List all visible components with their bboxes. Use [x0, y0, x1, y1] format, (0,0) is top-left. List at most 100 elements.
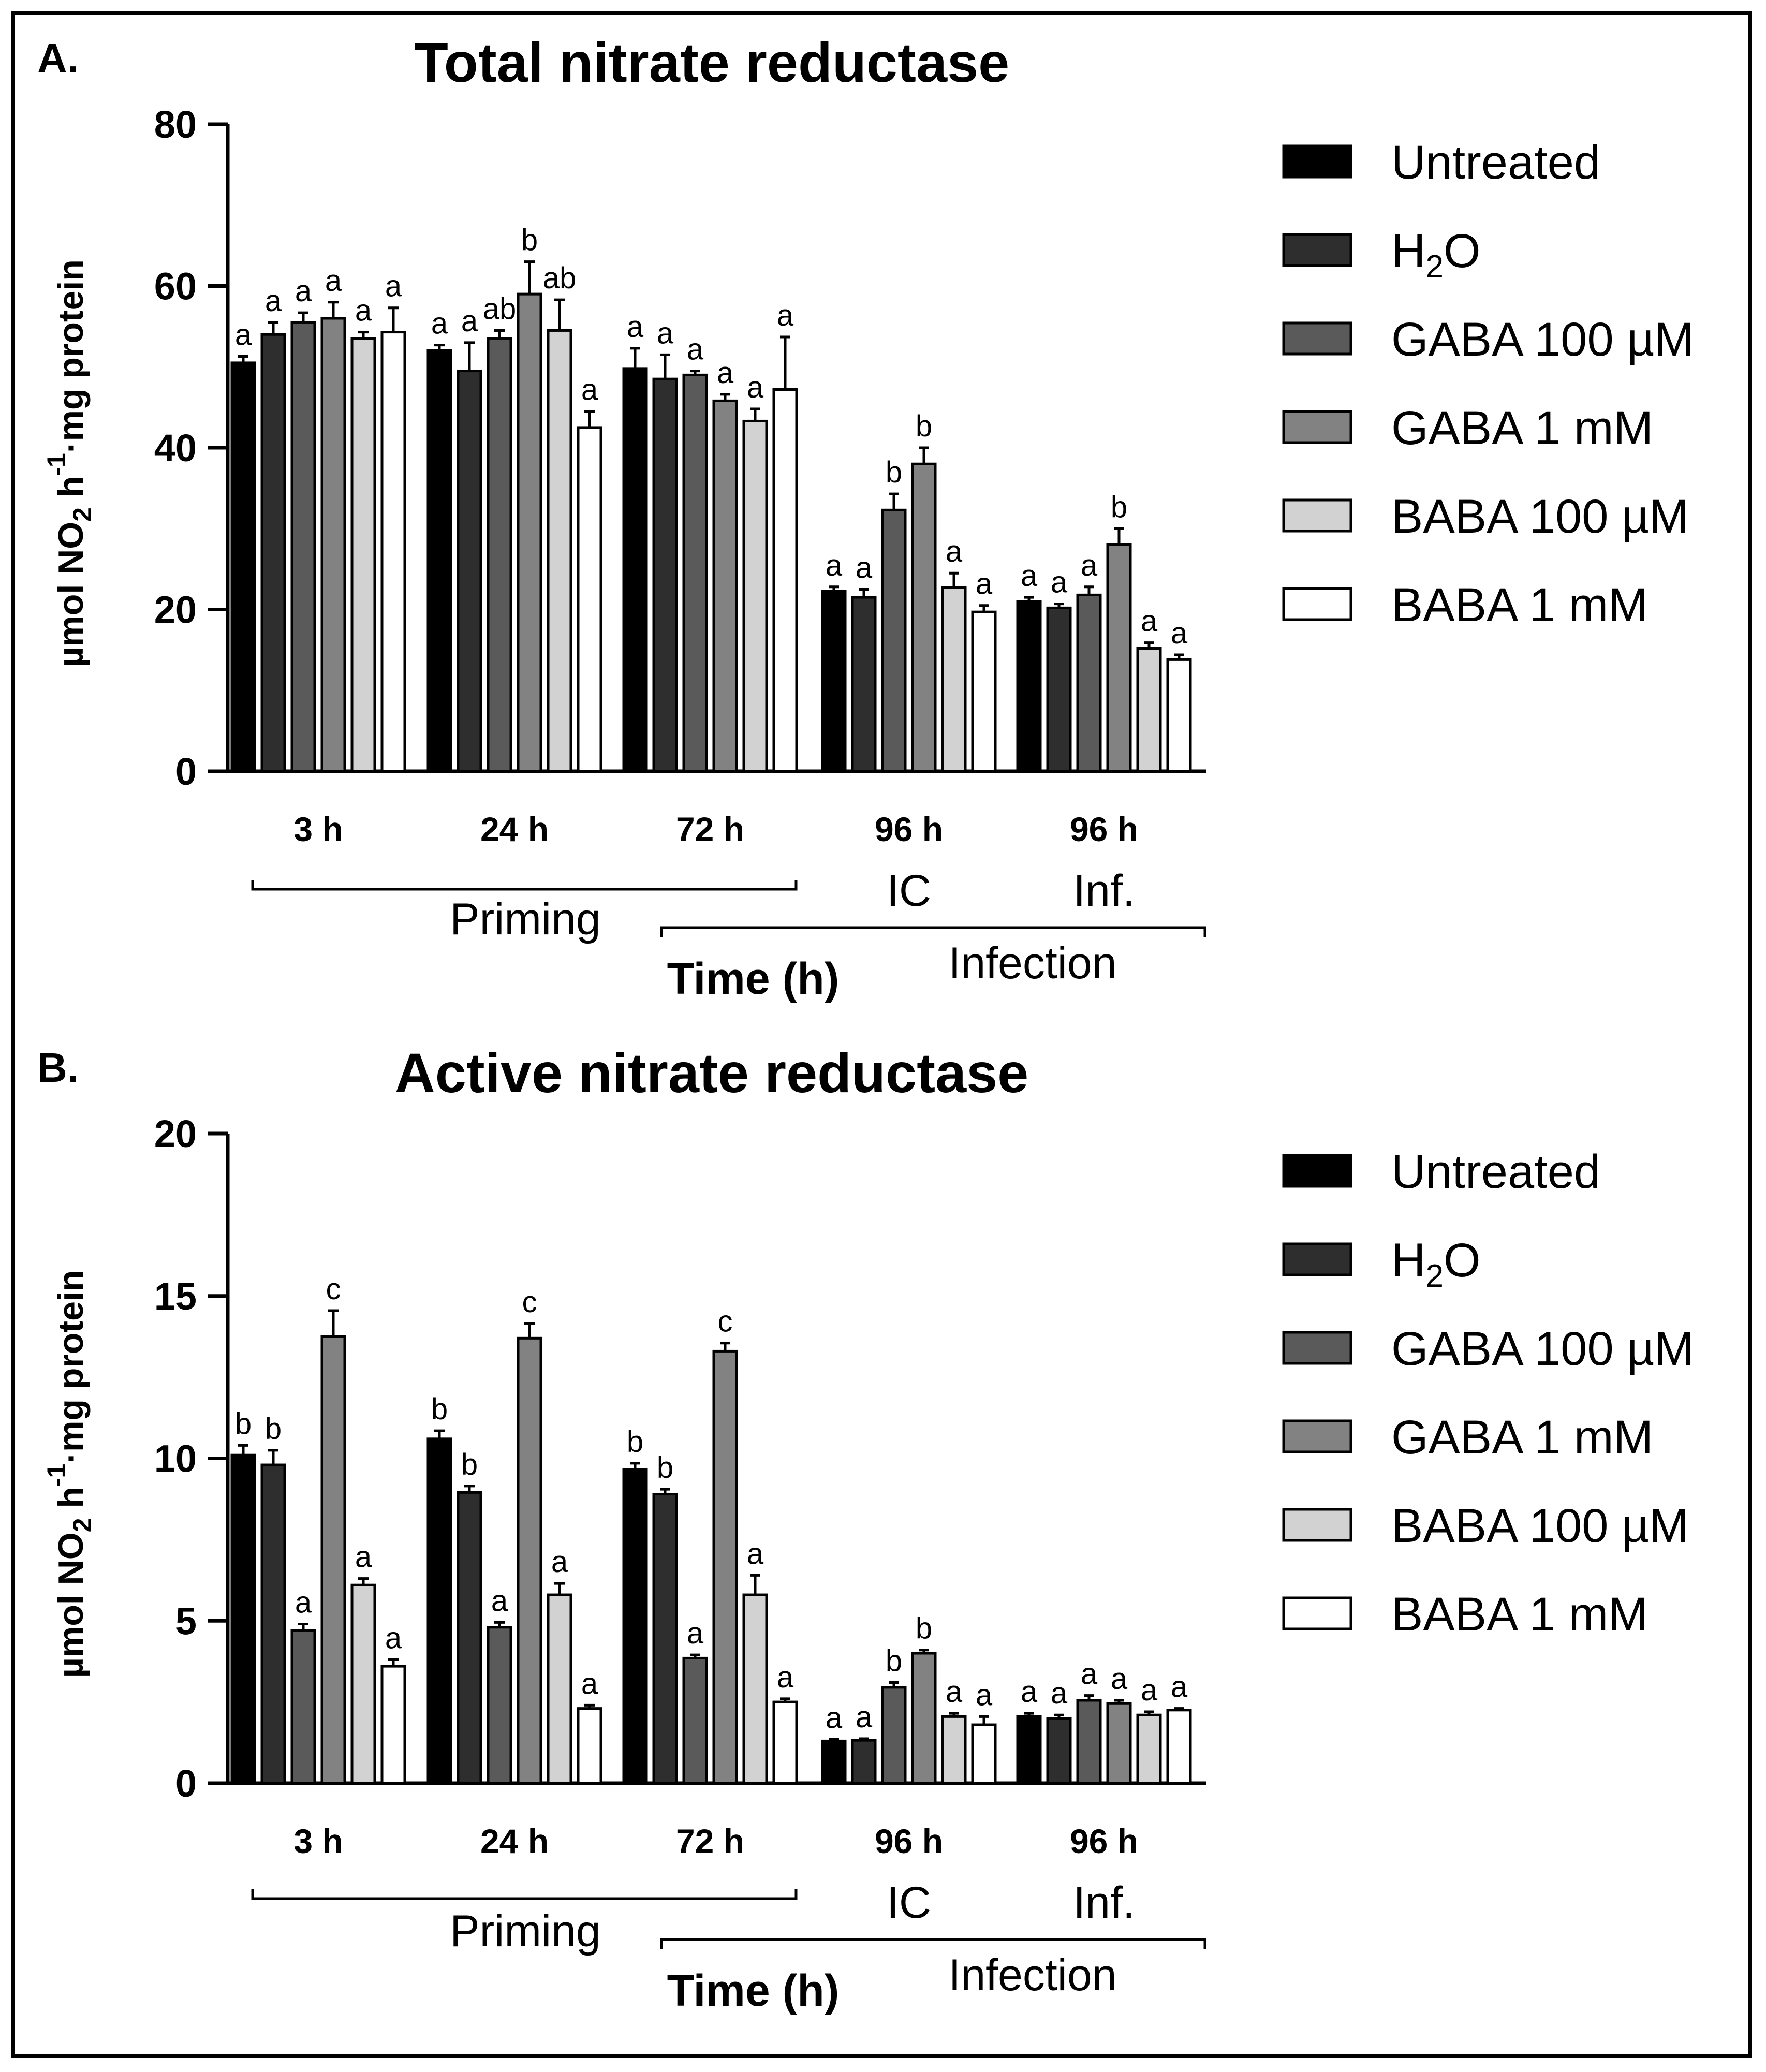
bar — [654, 1494, 676, 1783]
significance-letter: a — [1021, 559, 1038, 593]
legend-label: BABA 100 µM — [1391, 1500, 1689, 1552]
significance-letter: a — [491, 1584, 508, 1618]
legend-label-main: GABA 100 µM — [1391, 313, 1694, 366]
bar — [774, 390, 797, 772]
bar — [292, 322, 315, 771]
bar — [714, 1351, 737, 1783]
legend-label: H2O — [1391, 1234, 1481, 1294]
significance-letter: a — [265, 284, 282, 318]
legend-swatch — [1284, 323, 1351, 354]
y-tick-label: 20 — [154, 1112, 197, 1155]
significance-letter: b — [1111, 490, 1127, 524]
legend-swatch — [1284, 500, 1351, 531]
y-tick-label: 0 — [175, 1762, 197, 1805]
y-axis-title-post: ·mg protein — [51, 1270, 91, 1464]
bar — [232, 363, 255, 771]
y-axis-title-pre: µmol NO — [51, 522, 91, 667]
bar — [232, 1455, 255, 1783]
x-tick-label: 96 h — [1070, 1822, 1138, 1860]
significance-letter: a — [777, 299, 794, 332]
significance-letter: b — [916, 1612, 932, 1645]
chart-panel-b: B. Active nitrate reductase05101520µmol N… — [37, 1041, 1694, 2016]
bar — [1108, 1703, 1130, 1783]
legend-label: BABA 1 mM — [1391, 579, 1648, 631]
significance-letter: b — [886, 1644, 902, 1678]
bar — [518, 1338, 541, 1783]
bar — [852, 597, 875, 771]
y-axis-title-pre: µmol NO — [51, 1532, 91, 1678]
bar — [822, 1741, 845, 1783]
bar — [352, 1585, 375, 1783]
legend-label-tail: O — [1444, 225, 1481, 277]
x-tick-label: 72 h — [676, 1822, 744, 1860]
significance-letter: c — [326, 1272, 341, 1306]
bar — [428, 351, 451, 772]
bar — [578, 428, 601, 771]
significance-letter: a — [976, 1678, 993, 1712]
bar — [684, 375, 707, 771]
bar — [973, 612, 995, 771]
legend-label: H2O — [1391, 225, 1481, 285]
significance-letter: a — [581, 373, 598, 407]
bar — [1048, 1718, 1070, 1784]
x-tick-label: 24 h — [480, 810, 549, 848]
bar — [913, 464, 935, 771]
legend-label-main: Untreated — [1391, 1145, 1600, 1198]
legend-label: GABA 1 mM — [1391, 1411, 1653, 1464]
bar — [1108, 545, 1130, 772]
chart-title: Active nitrate reductase — [395, 1041, 1029, 1104]
legend-label-main: BABA 1 mM — [1391, 579, 1648, 631]
y-tick-label: 60 — [154, 265, 197, 308]
x-sub-label: IC — [887, 866, 931, 916]
significance-letter: a — [856, 551, 873, 584]
bar — [548, 1595, 571, 1783]
significance-letter: b — [521, 224, 538, 257]
significance-letter: a — [235, 318, 252, 351]
significance-letter: a — [461, 304, 478, 338]
bar — [1018, 601, 1040, 771]
x-sub-label: IC — [887, 1878, 931, 1928]
bar — [973, 1725, 995, 1783]
bar — [548, 330, 571, 771]
y-tick-label: 5 — [175, 1599, 197, 1642]
legend-label-main: BABA 100 µM — [1391, 1500, 1689, 1552]
bar — [322, 318, 345, 771]
infection-bracket — [661, 928, 1205, 937]
y-axis-title-mid: h — [51, 476, 91, 507]
significance-letter: a — [747, 1537, 764, 1570]
significance-letter: c — [718, 1305, 733, 1339]
bar — [943, 587, 965, 771]
significance-letter: a — [1051, 1677, 1068, 1710]
y-axis-title-sup: -1 — [42, 453, 71, 476]
legend-label: BABA 100 µM — [1391, 490, 1689, 543]
bar — [1168, 1710, 1190, 1783]
legend-swatch — [1284, 1509, 1351, 1540]
significance-letter: a — [687, 333, 704, 366]
x-sub-label: Inf. — [1073, 1878, 1135, 1928]
bar — [852, 1740, 875, 1783]
legend-swatch — [1284, 1244, 1351, 1275]
bar — [744, 421, 767, 771]
significance-letter: a — [856, 1700, 873, 1734]
significance-letter: a — [1021, 1675, 1038, 1709]
legend-label-main: Untreated — [1391, 136, 1600, 189]
bar — [774, 1702, 797, 1783]
bar — [292, 1630, 315, 1783]
x-tick-label: 3 h — [293, 1822, 343, 1860]
significance-letter: a — [551, 1545, 568, 1579]
significance-letter: a — [1111, 1662, 1128, 1696]
legend-swatch — [1284, 412, 1351, 443]
legend-swatch — [1284, 234, 1351, 266]
x-axis-title: Time (h) — [667, 954, 840, 1004]
bar — [352, 339, 375, 771]
x-tick-label: 96 h — [875, 1822, 943, 1860]
bar — [943, 1716, 965, 1783]
y-axis-title-sub: 2 — [68, 507, 97, 522]
legend-label: GABA 100 µM — [1391, 313, 1694, 366]
significance-letter: a — [826, 1701, 843, 1735]
significance-letter: b — [657, 1451, 673, 1485]
x-sub-label: Inf. — [1073, 866, 1135, 916]
legend: UntreatedH2OGABA 100 µMGABA 1 mMBABA 100… — [1284, 1145, 1694, 1641]
significance-letter: ab — [543, 261, 577, 295]
bar — [744, 1595, 767, 1783]
